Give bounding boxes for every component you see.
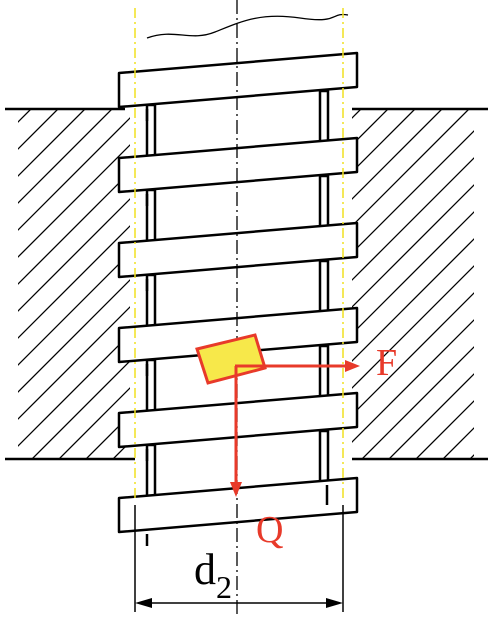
hatch-line xyxy=(352,109,443,200)
thread-root-right xyxy=(318,259,330,318)
hatch-line xyxy=(352,109,362,119)
hatch-line xyxy=(352,238,474,362)
hatch-line xyxy=(18,109,59,150)
hatch-line xyxy=(18,109,32,123)
hatch-line xyxy=(388,373,474,459)
hatch-line xyxy=(18,171,130,285)
hatch-line xyxy=(352,157,474,281)
hatch-line xyxy=(18,144,130,258)
hatch-line xyxy=(18,225,130,339)
hatch-line xyxy=(352,130,474,254)
hatch-line xyxy=(18,252,130,366)
thread-root-right xyxy=(318,344,330,403)
hatch-line xyxy=(18,306,130,420)
hatch-line xyxy=(85,414,130,459)
hatch-line xyxy=(415,400,474,459)
hatch-line xyxy=(352,319,474,443)
screw-thread xyxy=(117,51,359,546)
hatch-line xyxy=(352,109,470,227)
nut-right-hatching xyxy=(352,109,474,459)
hatch-line xyxy=(352,265,474,389)
thread-tooth xyxy=(117,221,359,279)
nut-left-hatching xyxy=(18,109,130,459)
hatch-line xyxy=(18,109,113,204)
hatch-line xyxy=(352,184,474,308)
hatch-line xyxy=(18,279,130,393)
hatch-line xyxy=(18,198,130,312)
force-q-label: Q xyxy=(256,509,283,551)
screw-break-line xyxy=(146,13,349,39)
thread-tooth xyxy=(117,476,359,534)
force-q-arrow xyxy=(230,366,242,497)
hatch-line xyxy=(18,333,130,447)
hatch-line xyxy=(361,346,474,459)
thread-root-right xyxy=(318,429,330,488)
hatch-line xyxy=(31,360,130,459)
hatch-line xyxy=(352,109,416,173)
thread-tooth xyxy=(117,391,359,449)
thread-root-right xyxy=(318,174,330,233)
hatch-line xyxy=(18,117,130,231)
hatch-line xyxy=(58,387,130,459)
thread-tooth xyxy=(117,306,359,364)
thread-tooth xyxy=(117,136,359,194)
dimension-line-d2 xyxy=(135,598,343,608)
thread-tooth xyxy=(117,51,359,109)
hatch-line xyxy=(18,109,86,177)
nut-element-block xyxy=(195,333,267,385)
thread-root-right xyxy=(318,89,330,148)
force-f-label: F xyxy=(376,342,397,384)
dimension-label-d2: d2 xyxy=(194,545,232,605)
hatch-line xyxy=(352,211,474,335)
force-f-arrow xyxy=(235,360,360,372)
hatch-line xyxy=(352,292,474,416)
